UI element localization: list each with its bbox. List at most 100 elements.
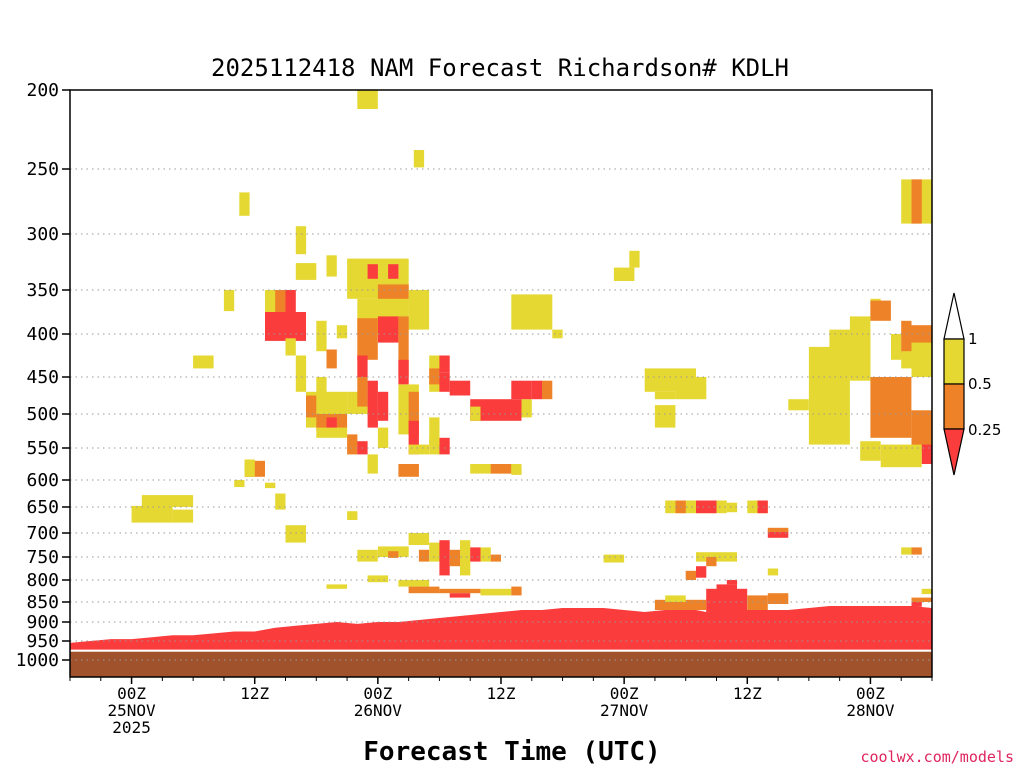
y-tick-label: 750 (26, 547, 59, 568)
ri-cell (357, 318, 378, 360)
ri-cell (511, 380, 532, 400)
y-tick-label: 800 (26, 570, 59, 591)
credit-text: coolwx.com/models (860, 748, 1014, 766)
ri-cell (316, 427, 348, 438)
ri-cell (747, 595, 768, 610)
ri-cell (891, 334, 902, 360)
y-tick-label: 300 (26, 224, 59, 245)
ri-cell (357, 549, 378, 562)
ri-cell (726, 580, 738, 585)
y-tick-label: 200 (26, 80, 59, 101)
ri-cell (285, 338, 296, 356)
ri-cell (275, 493, 286, 510)
ri-cell (521, 399, 532, 418)
ri-cell (408, 444, 430, 455)
ri-cell (439, 540, 450, 576)
ri-cell (131, 505, 173, 523)
ri-cell (141, 495, 194, 507)
ri-cell (911, 602, 922, 607)
ri-cell (613, 267, 635, 281)
ri-cell (490, 554, 501, 562)
ri-cell (901, 320, 912, 356)
ri-cell (408, 586, 440, 594)
ri-cell (767, 527, 789, 532)
ri-cell (511, 586, 522, 596)
ri-cell (860, 441, 881, 461)
ri-cell (316, 320, 327, 352)
ri-cell (480, 588, 512, 596)
x-tick-label: 00Z (363, 684, 392, 703)
y-tick-label: 400 (26, 324, 59, 345)
x-tick-label: 28NOV (846, 701, 895, 720)
ri-cell (911, 334, 932, 377)
y-tick-label: 950 (26, 631, 59, 652)
x-tick-label: 00Z (610, 684, 639, 703)
ri-cell (367, 454, 378, 474)
x-tick-label: 00Z (117, 684, 146, 703)
ri-cell (757, 500, 768, 514)
y-tick-label: 600 (26, 470, 59, 491)
ri-cell (603, 554, 625, 563)
ri-cell (901, 547, 912, 555)
ri-cell (511, 294, 553, 330)
y-tick-label: 550 (26, 438, 59, 459)
ri-cell (654, 599, 707, 610)
ri-cell (706, 588, 748, 624)
ri-cell (295, 226, 307, 255)
ri-cell (316, 377, 327, 400)
ri-cell (193, 355, 214, 369)
ri-cell (408, 391, 419, 435)
ri-cell (408, 533, 430, 545)
legend-label: 0.25 (968, 421, 1001, 439)
y-tick-label: 650 (26, 497, 59, 518)
ri-cell (172, 509, 194, 523)
ri-cell (901, 351, 912, 369)
ri-cell (239, 192, 250, 216)
legend-swatch-bottom (943, 428, 965, 476)
x-tick-label: 27NOV (600, 701, 649, 720)
plot-area (70, 90, 932, 677)
ri-cell (665, 595, 686, 602)
ri-cell (367, 264, 378, 279)
ri-cell (911, 410, 932, 452)
ri-cell (326, 255, 337, 277)
ri-cell (696, 566, 707, 578)
ri-cell (336, 325, 348, 339)
ri-cell (696, 500, 717, 514)
ri-cell (921, 588, 932, 595)
ri-cell (439, 588, 481, 594)
ri-cell (870, 377, 912, 438)
ri-cell (295, 263, 317, 280)
ri-cell (398, 580, 430, 587)
ri-cell (706, 557, 717, 567)
ri-cell (398, 464, 419, 477)
ri-cell (490, 464, 512, 474)
ri-cell (377, 427, 389, 448)
ri-cell (439, 437, 450, 455)
ri-cell (326, 417, 337, 431)
ri-cell (480, 547, 491, 562)
ri-cell (911, 597, 932, 602)
ri-cell (767, 568, 779, 576)
ri-cell (429, 437, 440, 455)
ri-cell (429, 417, 440, 445)
color-legend: 1 0.5 0.25 (943, 292, 1001, 476)
ri-cell (921, 444, 932, 464)
ri-cell (654, 391, 676, 400)
ri-cell (788, 399, 809, 411)
legend-swatch-top (943, 292, 965, 340)
ground-fill (70, 651, 932, 677)
x-tick-label: 12Z (487, 684, 516, 703)
ri-cell (880, 444, 922, 468)
ri-cell (367, 575, 389, 583)
ri-cell (377, 391, 389, 421)
ri-cell (716, 584, 737, 594)
ri-cell (829, 329, 871, 377)
ri-cell (377, 316, 399, 343)
ri-cell (449, 593, 471, 598)
ri-cell (654, 405, 676, 428)
x-tick-label: 25NOV (107, 701, 156, 720)
y-tick-label: 450 (26, 367, 59, 388)
ri-cell (357, 377, 368, 407)
